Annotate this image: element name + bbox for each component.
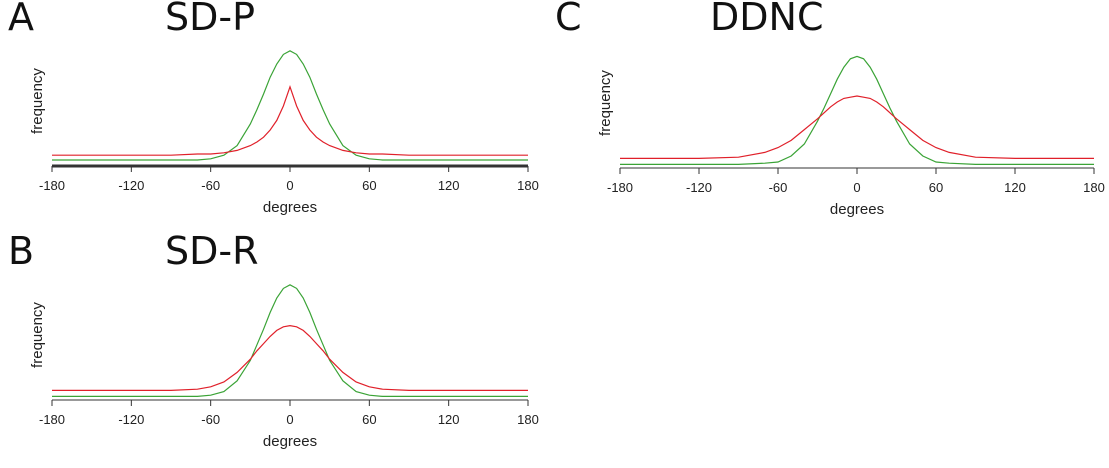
x-tick-label: -180	[39, 412, 65, 427]
panel: A SD-P -180 -120 -60 0 60 120 180 degrees frequenc…	[8, 0, 539, 216]
x-axis-label: degrees	[263, 433, 317, 450]
series-line	[620, 55, 1094, 165]
x-tick-label: -60	[201, 178, 220, 193]
x-tick-label: 180	[517, 178, 539, 193]
series-line	[52, 284, 528, 397]
x-tick-label: 180	[517, 412, 539, 427]
x-tick-label: 0	[853, 180, 860, 195]
panel-label: B	[8, 229, 34, 273]
chart-title: SD-R	[165, 229, 259, 273]
series-line	[52, 324, 528, 391]
x-tick-label: -60	[769, 180, 788, 195]
chart-title: SD-P	[165, 0, 255, 39]
x-tick-label: -180	[607, 180, 633, 195]
x-tick-label: 120	[438, 178, 460, 193]
x-tick-label: -60	[201, 412, 220, 427]
series-line	[620, 95, 1094, 159]
panel-label: A	[8, 0, 34, 39]
series-line	[52, 50, 528, 161]
x-tick-label: 60	[362, 178, 376, 193]
x-tick-label: 120	[438, 412, 460, 427]
panel: C DDNC -180 -120 -60 0 60 120 180 degrees frequenc…	[555, 0, 1105, 218]
x-axis-label: degrees	[830, 201, 884, 218]
x-tick-label: 60	[362, 412, 376, 427]
x-tick-label: -120	[118, 178, 144, 193]
x-axis-label: degrees	[263, 199, 317, 216]
panel-label: C	[555, 0, 582, 39]
x-tick-label: 120	[1004, 180, 1026, 195]
x-tick-label: 180	[1083, 180, 1105, 195]
y-axis-label: frequency	[29, 302, 46, 368]
x-tick-label: 60	[929, 180, 943, 195]
x-tick-label: -120	[118, 412, 144, 427]
x-tick-label: -120	[686, 180, 712, 195]
y-axis-label: frequency	[597, 70, 614, 136]
chart-title: DDNC	[710, 0, 823, 39]
x-tick-label: 0	[286, 178, 293, 193]
x-tick-label: -180	[39, 178, 65, 193]
series-line	[52, 84, 528, 156]
panel: B SD-R -180 -120 -60 0 60 120 180 degrees frequenc…	[8, 229, 539, 450]
x-tick-label: 0	[286, 412, 293, 427]
y-axis-label: frequency	[29, 68, 46, 134]
